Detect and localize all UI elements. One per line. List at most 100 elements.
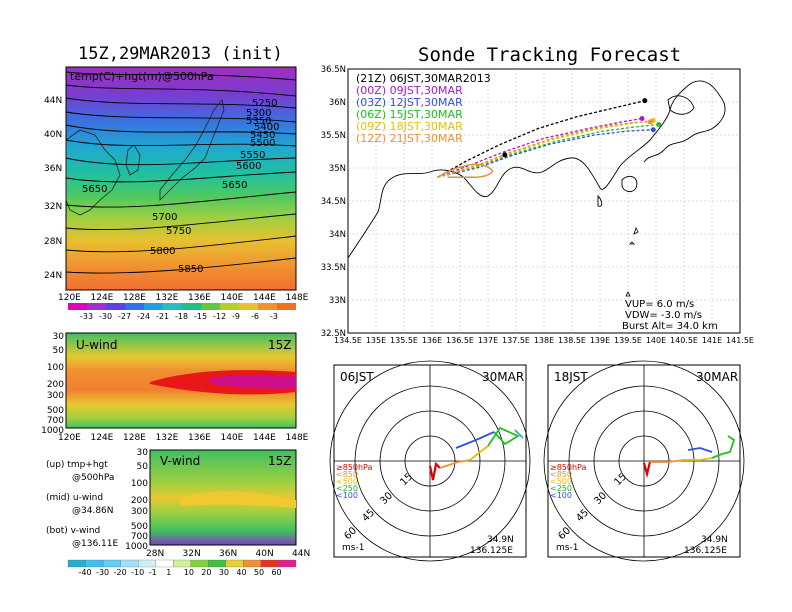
u-lon-tick: 140E: [221, 433, 244, 443]
hodo-trace-low: [428, 461, 441, 481]
colorbar-swatch: [225, 559, 244, 568]
track-lat-tick: 35.5N: [321, 131, 346, 141]
track-lon-tick: 140E: [646, 336, 666, 345]
colorbar-swatch: [208, 559, 226, 568]
u-lon-tick: 120E: [58, 433, 81, 443]
level-legend: <250: [336, 484, 358, 493]
u-p-tick: 300: [47, 391, 64, 401]
contour-label: 5600: [236, 161, 261, 172]
u-p-tick: 30: [53, 332, 65, 342]
colorbar-swatch: [277, 303, 296, 310]
level-legend: <250: [550, 484, 572, 493]
colorbar-label: 10: [184, 568, 194, 577]
note-up-a: (up) tmp+hgt: [46, 460, 108, 470]
map-lon-tick: 140E: [221, 293, 244, 303]
colorbar-swatch: [243, 559, 262, 568]
colorbar-label: -6: [251, 312, 259, 321]
track-lat-tick: 36.5N: [321, 65, 346, 75]
contour-label: 5650: [82, 184, 107, 195]
contour-label: 5250: [252, 98, 277, 109]
colorbar-swatch: [182, 303, 201, 310]
hodo-trace-500: [469, 445, 489, 461]
colorbar-label: -30: [96, 568, 109, 577]
v-p-tick: 1000: [125, 542, 148, 552]
track-lat-tick: 33N: [329, 296, 346, 306]
colorbar-swatch: [258, 303, 277, 310]
colorbar-swatch: [120, 559, 139, 568]
colorbar-swatch: [67, 559, 86, 568]
burst-point-marker: [650, 127, 656, 133]
contour-label: 5800: [150, 246, 175, 257]
map-lon-tick: 132E: [156, 293, 179, 303]
colorbar-label: 1: [166, 568, 171, 577]
map-lon-tick: 144E: [253, 293, 276, 303]
u-p-tick: 1000: [41, 426, 64, 436]
peninsula-outline: [597, 194, 603, 207]
track-lon-tick: 135E: [366, 336, 386, 345]
temp-height-map-panel: temp(C)+hgt(m)@500hPa 5250 5300 5350 540…: [44, 66, 309, 303]
u-lon-tick: 132E: [156, 433, 179, 443]
colorbar-swatch: [220, 303, 239, 310]
colorbar-swatch: [85, 559, 104, 568]
colorbar-swatch: [173, 559, 191, 568]
colorbar-label: -24: [137, 312, 150, 321]
burst-text: Burst Alt= 34.0 km: [622, 321, 718, 332]
contour-label: 5550: [240, 150, 265, 161]
sonde-track: [437, 129, 654, 178]
contour-labels: 5250 5300 5350 5400 5450 5500 5550 5600 …: [82, 98, 279, 275]
coastline: [347, 80, 726, 259]
contour-label: 5500: [250, 138, 275, 149]
colorbar-label: 50: [254, 568, 264, 577]
colorbar-swatch: [163, 303, 182, 310]
colorbar-swatch: [68, 303, 87, 310]
track-lat-tick: 36N: [329, 98, 346, 108]
legend-entry: (12Z) 21JST,30MAR: [356, 132, 463, 145]
hodo-trace-250: [711, 435, 736, 459]
temp-colorbar: -33 -30 -27 -24 -21 -18 -15 -12 -9 -6 -3: [68, 303, 296, 321]
map-lat-tick: 24N: [44, 271, 62, 281]
map-lon-tick: 128E: [123, 293, 146, 303]
u-p-tick: 700: [47, 416, 64, 426]
colorbar-label: -1: [149, 568, 157, 577]
v-lat-tick: 36N: [219, 549, 237, 559]
colorbar-label: -3: [270, 312, 278, 321]
map-lat-tick: 44N: [44, 96, 62, 106]
hodo-right-unit: ms-1: [556, 543, 578, 553]
colorbar-label: -12: [213, 312, 226, 321]
sonde-track: [437, 100, 645, 178]
legend-entry: (06Z) 15JST,30MAR: [356, 108, 463, 121]
track-lon-tick: 137E: [478, 336, 498, 345]
contour-label: 5400: [254, 122, 279, 133]
island-outline: [625, 226, 639, 297]
colorbar-label: -21: [156, 312, 169, 321]
v-p-tick: 500: [131, 522, 148, 532]
legend-entry: (00Z) 09JST,30MAR: [356, 84, 463, 97]
v-lat-tick: 44N: [292, 549, 310, 559]
colorbar-swatch: [144, 303, 163, 310]
colorbar-label: -33: [80, 312, 93, 321]
level-legend: <500: [336, 477, 358, 486]
track-lon-tick: 141E: [702, 336, 722, 345]
level-legend: ≥850hPa: [550, 463, 587, 472]
map-lat-ticks: 44N 40N 36N 32N 28N 24N: [44, 96, 62, 281]
u-p-tick: 200: [47, 380, 64, 390]
map-lon-tick: 136E: [188, 293, 211, 303]
hodo-right-time: 18JST: [554, 370, 588, 384]
colorbar-swatch: [125, 303, 144, 310]
map-lon-tick: 148E: [286, 293, 309, 303]
note-mid-a: (mid) u-wind: [46, 493, 103, 503]
level-legend: <500: [550, 477, 572, 486]
colorbar-label: -40: [79, 568, 92, 577]
v-wind-label: V-wind: [160, 454, 200, 468]
hodo-trace-low: [642, 461, 652, 479]
map-lat-tick: 32N: [44, 202, 62, 212]
colorbar-swatch: [201, 303, 220, 310]
track-lon-tick: 134.5E: [334, 336, 362, 345]
colorbar-swatch: [190, 559, 209, 568]
level-legend: <850: [336, 470, 358, 479]
land-outline: [65, 129, 121, 216]
v-p-tick: 700: [131, 532, 148, 542]
track-lat-tick: 34N: [329, 230, 346, 240]
